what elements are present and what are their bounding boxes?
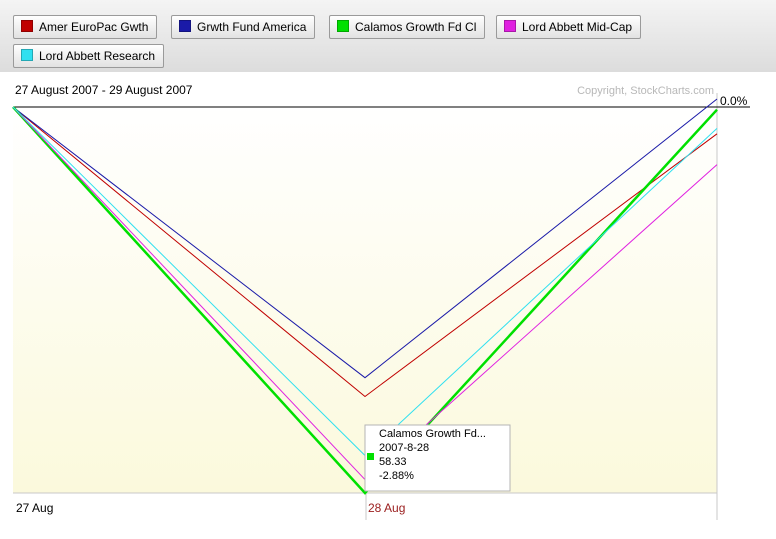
x-tick-label: 28 Aug bbox=[368, 501, 405, 515]
legend-bar: Amer EuroPac Gwth Grwth Fund America Cal… bbox=[0, 0, 776, 72]
legend-swatch bbox=[21, 20, 33, 32]
x-ticks: 27 Aug 28 Aug bbox=[16, 501, 405, 515]
tooltip-series-name: Calamos Growth Fd... bbox=[379, 428, 486, 440]
date-range-label: 27 August 2007 - 29 August 2007 bbox=[15, 83, 193, 97]
legend-swatch bbox=[21, 49, 33, 61]
tooltip: Calamos Growth Fd... 2007-8-28 58.33 -2.… bbox=[364, 424, 511, 492]
y-tick-label-zero: 0.0% bbox=[720, 94, 748, 108]
tooltip-box bbox=[364, 424, 511, 492]
x-tick-label: 27 Aug bbox=[16, 501, 53, 515]
legend-label: Grwth Fund America bbox=[197, 20, 307, 34]
legend-item-lord-abbett-research[interactable]: Lord Abbett Research bbox=[13, 44, 165, 68]
tooltip-change: -2.88% bbox=[379, 470, 414, 482]
legend-item-amer-europac-gwth[interactable]: Amer EuroPac Gwth bbox=[13, 15, 158, 39]
tooltip-price: 58.33 bbox=[379, 456, 407, 468]
series-line-grwth-fund-america[interactable] bbox=[12, 98, 718, 379]
legend-label: Calamos Growth Fd Cl bbox=[355, 20, 477, 34]
legend-item-calamos-growth-fd-cl[interactable]: Calamos Growth Fd Cl bbox=[329, 15, 486, 39]
legend-label: Lord Abbett Mid-Cap bbox=[522, 20, 633, 34]
legend-swatch bbox=[179, 20, 191, 32]
series-line-amer-europac-gwth[interactable] bbox=[12, 106, 718, 398]
legend-swatch bbox=[504, 20, 516, 32]
legend-label: Amer EuroPac Gwth bbox=[39, 20, 149, 34]
legend-label: Lord Abbett Research bbox=[39, 49, 156, 63]
tooltip-swatch bbox=[367, 453, 374, 460]
legend-item-grwth-fund-america[interactable]: Grwth Fund America bbox=[171, 15, 316, 39]
tooltip-date: 2007-8-28 bbox=[379, 442, 429, 454]
copyright-label: Copyright, StockCharts.com bbox=[577, 85, 714, 97]
legend-swatch bbox=[337, 20, 349, 32]
legend-item-lord-abbett-mid-cap[interactable]: Lord Abbett Mid-Cap bbox=[496, 15, 642, 39]
